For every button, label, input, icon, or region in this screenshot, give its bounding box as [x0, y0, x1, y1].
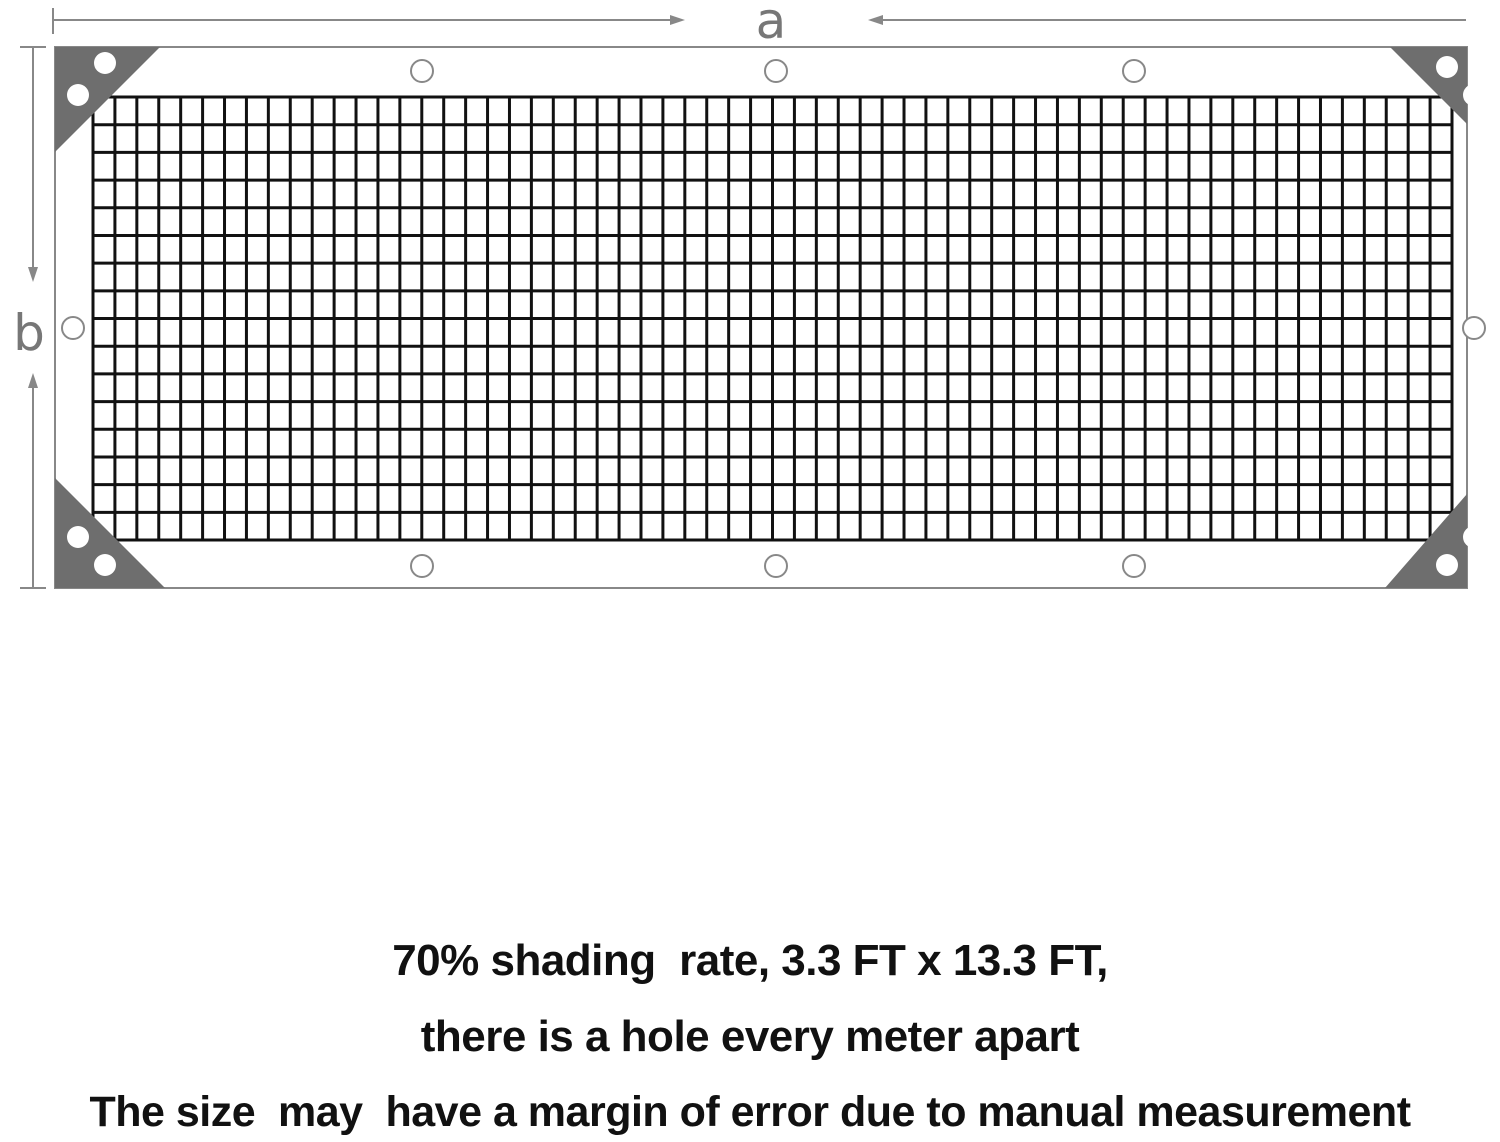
dimension-a-label: a [756, 0, 787, 50]
grommet-hole-icon [1436, 554, 1458, 576]
grommet-hole-icon [1462, 316, 1486, 340]
grommet-hole-icon [1463, 526, 1485, 548]
corner-reinforcement-icon [55, 478, 165, 588]
grommet-hole-icon [94, 52, 116, 74]
grommet-hole-icon [1436, 56, 1458, 78]
shade-net-diagram: a b [13, 0, 1486, 589]
corner-reinforcements [55, 47, 1485, 588]
grommet-holes [61, 59, 1486, 578]
corner-reinforcement-icon [1385, 494, 1485, 588]
caption-line-2: there is a hole every meter apart [420, 1012, 1080, 1061]
corner-reinforcement-icon [55, 47, 160, 152]
dimension-a [52, 8, 1466, 34]
caption-line-3: The size may have a margin of error due … [89, 1088, 1411, 1136]
grommet-hole-icon [410, 554, 434, 578]
grommet-hole-icon [67, 84, 89, 106]
grommet-hole-icon [61, 316, 85, 340]
corner-reinforcement-icon [1390, 47, 1485, 124]
grommet-hole-icon [67, 526, 89, 548]
grommet-hole-icon [410, 59, 434, 83]
mesh-grid [91, 95, 1454, 542]
grommet-hole-icon [1122, 59, 1146, 83]
caption-line-1: 70% shading rate, 3.3 FT x 13.3 FT, [392, 936, 1108, 985]
grommet-hole-icon [94, 554, 116, 576]
dimension-b [20, 46, 46, 589]
grommet-hole-icon [1463, 84, 1485, 106]
grommet-hole-icon [1122, 554, 1146, 578]
grommet-hole-icon [764, 59, 788, 83]
dimension-b-label: b [13, 304, 45, 362]
grommet-hole-icon [764, 554, 788, 578]
net-frame [54, 46, 1468, 589]
